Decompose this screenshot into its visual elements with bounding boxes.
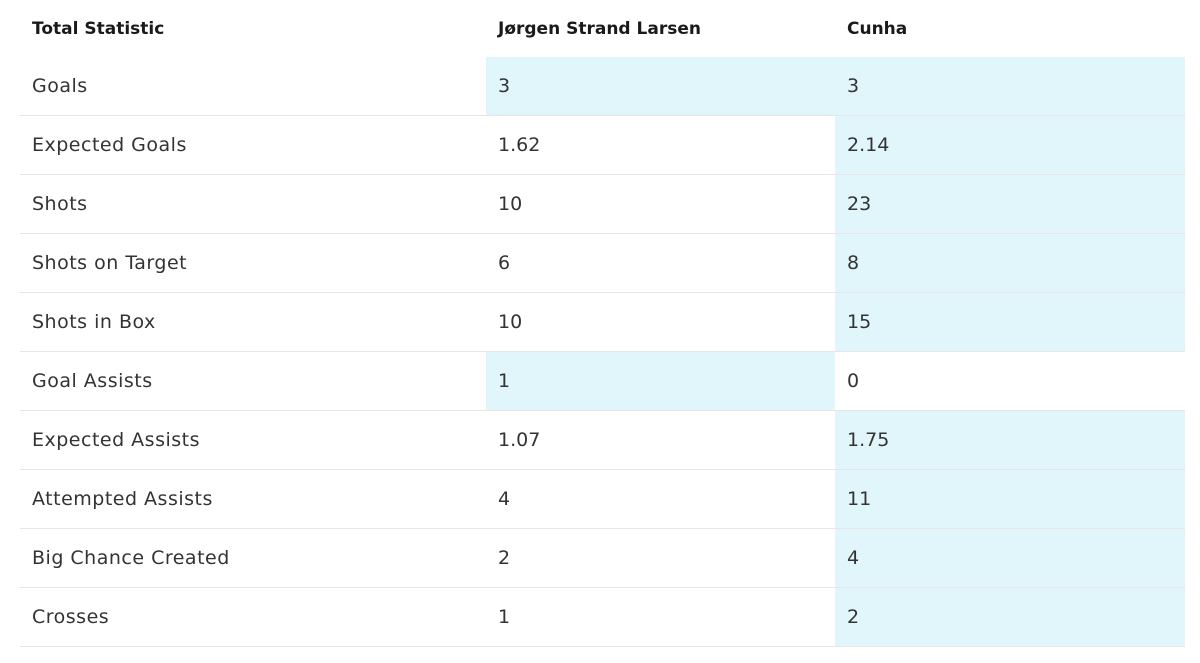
player-2-value: 2.14 xyxy=(835,116,1185,174)
player-2-value: 8 xyxy=(835,234,1185,292)
table-row: Goal Assists 1 0 xyxy=(20,352,1185,411)
header-total-statistic: Total Statistic xyxy=(32,18,165,39)
player-2-value: 11 xyxy=(835,470,1185,528)
player-2-value: 23 xyxy=(835,175,1185,233)
player-1-value: 2 xyxy=(498,547,511,569)
stat-label: Shots xyxy=(32,193,88,215)
player-1-value: 1 xyxy=(498,606,511,628)
header-player-2: Cunha xyxy=(847,18,908,39)
player-2-value: 4 xyxy=(835,529,1185,587)
table-row: Crosses 1 2 xyxy=(20,588,1185,647)
stat-label: Shots in Box xyxy=(32,311,156,333)
table-row: Big Chance Created 2 4 xyxy=(20,529,1185,588)
stat-label: Expected Assists xyxy=(32,429,201,451)
player-2-value: 2 xyxy=(835,588,1185,646)
stat-label: Crosses xyxy=(32,606,110,628)
player-1-value: 10 xyxy=(498,311,523,333)
player-1-value: 6 xyxy=(498,252,511,274)
player-1-value: 1.07 xyxy=(498,429,541,451)
stat-label: Goals xyxy=(32,75,88,97)
table-header: Total Statistic Jørgen Strand Larsen Cun… xyxy=(20,0,1185,57)
table-row: Shots in Box 10 15 xyxy=(20,293,1185,352)
table-row: Expected Assists 1.07 1.75 xyxy=(20,411,1185,470)
stat-label: Attempted Assists xyxy=(32,488,213,510)
stat-label: Big Chance Created xyxy=(32,547,230,569)
header-player-1: Jørgen Strand Larsen xyxy=(498,18,701,39)
player-1-value: 1.62 xyxy=(498,134,541,156)
table-row: Attempted Assists 4 11 xyxy=(20,470,1185,529)
stat-label: Goal Assists xyxy=(32,370,153,392)
stat-label: Expected Goals xyxy=(32,134,187,156)
player-1-value: 3 xyxy=(486,57,835,115)
player-1-value: 10 xyxy=(498,193,523,215)
stat-label: Shots on Target xyxy=(32,252,188,274)
player-2-value: 1.75 xyxy=(835,411,1185,469)
player-2-value: 15 xyxy=(835,293,1185,351)
table-row: Shots on Target 6 8 xyxy=(20,234,1185,293)
player-2-value: 3 xyxy=(835,57,1185,115)
stats-comparison-table: Total Statistic Jørgen Strand Larsen Cun… xyxy=(20,0,1185,647)
player-1-value: 4 xyxy=(498,488,511,510)
table-row: Shots 10 23 xyxy=(20,175,1185,234)
table-row: Goals 3 3 xyxy=(20,57,1185,116)
player-2-value: 0 xyxy=(847,370,860,392)
player-1-value: 1 xyxy=(486,352,835,410)
table-row: Expected Goals 1.62 2.14 xyxy=(20,116,1185,175)
